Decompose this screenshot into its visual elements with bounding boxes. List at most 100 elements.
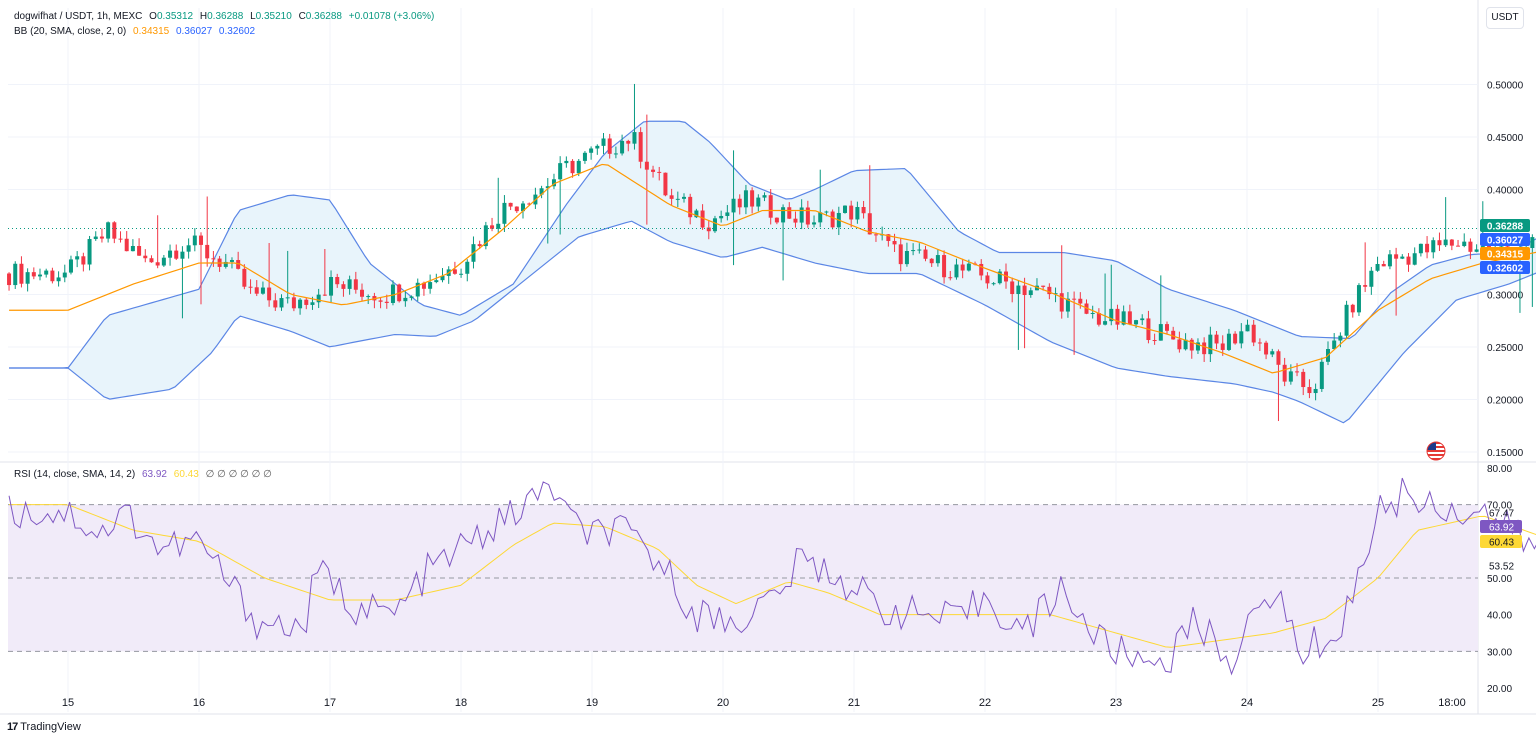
price-label-box <box>1480 247 1530 260</box>
candle-body <box>657 171 662 173</box>
candle-body <box>316 294 321 303</box>
brand-name: TradingView <box>20 721 81 733</box>
candle-body <box>1369 270 1374 287</box>
symbol-title[interactable]: dogwifhat / USDT, 1h, MEXC <box>14 11 143 22</box>
price-label-box <box>1480 219 1530 232</box>
candle-body <box>589 148 594 153</box>
candle-body <box>1028 290 1033 296</box>
candle-body <box>663 172 668 196</box>
candle-body <box>601 138 606 146</box>
rsi-ma-line <box>9 504 1536 648</box>
candle-body <box>335 277 340 285</box>
candle-body <box>248 286 253 288</box>
high-value: 0.36288 <box>207 11 244 22</box>
candle-body <box>570 160 575 174</box>
candle-body <box>942 255 947 278</box>
candle-body <box>706 227 711 232</box>
candle-body <box>1171 330 1176 340</box>
x-tick-label: 23 <box>1110 697 1122 709</box>
x-tick-label: 25 <box>1372 697 1384 709</box>
candle-body <box>130 246 135 252</box>
close-value: 0.36288 <box>305 11 342 22</box>
candle-body <box>991 283 996 285</box>
candle-body <box>267 287 272 301</box>
candle-body <box>180 251 185 259</box>
tradingview-brand[interactable]: 17 TradingView <box>7 721 81 733</box>
candle-body <box>353 279 358 290</box>
candle-body <box>1251 324 1256 343</box>
candle-body <box>19 263 24 284</box>
candle-body <box>1078 298 1083 304</box>
candle-body <box>93 236 98 240</box>
candle-body <box>651 169 656 172</box>
candle-body <box>1053 293 1058 295</box>
candle-body <box>50 270 55 282</box>
candle-body <box>1264 342 1269 355</box>
candle-body <box>898 244 903 265</box>
candle-body <box>223 261 228 267</box>
candle-body <box>428 282 433 289</box>
candle-body <box>1084 303 1089 314</box>
price-label-text: 0.36027 <box>1487 236 1524 247</box>
candle-body <box>725 212 730 216</box>
candle-body <box>1140 318 1145 321</box>
candle-body <box>68 259 73 273</box>
candle-body <box>1065 298 1070 312</box>
candle-body <box>174 250 179 259</box>
candle-body <box>1400 256 1405 259</box>
open-value: 0.35312 <box>156 11 194 22</box>
candle-body <box>1295 371 1300 373</box>
candle-body <box>1381 264 1386 267</box>
rsi-legend[interactable]: RSI (14, close, SMA, 14, 2) 63.92 60.43 … <box>14 469 272 480</box>
candle-body <box>824 211 829 213</box>
candle-body <box>558 163 563 180</box>
candle-body <box>291 297 296 309</box>
candle-body <box>186 245 191 252</box>
open-key: O <box>149 11 157 22</box>
candle-body <box>310 302 315 305</box>
candle-body <box>483 225 488 247</box>
rsi-placeholder-1: ∅ <box>205 469 215 480</box>
candle-body <box>1456 245 1461 247</box>
candle-body <box>1313 388 1318 394</box>
candle-body <box>812 222 817 225</box>
candle-body <box>607 138 612 154</box>
rsi-label-text: 67.47 <box>1489 509 1514 520</box>
candle-body <box>1115 308 1120 325</box>
candle-body <box>1276 351 1281 365</box>
rsi-ma-value: 60.43 <box>173 469 199 480</box>
bb-basis-line <box>9 163 1536 374</box>
bb-legend[interactable]: BB (20, SMA, close, 2, 0) 0.34315 0.3602… <box>14 26 255 37</box>
candle-body <box>644 161 649 170</box>
candle-body <box>1356 285 1361 313</box>
candle-body <box>843 205 848 213</box>
candle-body <box>1375 264 1380 271</box>
x-tick-label: 22 <box>979 697 991 709</box>
candle-body <box>737 198 742 208</box>
candle-body <box>99 236 104 239</box>
candle-body <box>1016 285 1021 295</box>
candle-body <box>1406 256 1411 265</box>
us-flag-icon[interactable] <box>1426 441 1446 461</box>
candle-body <box>452 269 457 274</box>
x-tick-label: 15 <box>62 697 74 709</box>
candle-body <box>1363 285 1368 287</box>
candle-body <box>787 207 792 219</box>
candle-body <box>1041 285 1046 287</box>
candle-body <box>143 255 148 259</box>
candle-body <box>31 272 36 277</box>
candle-body <box>911 250 916 252</box>
rsi-label-text: 63.92 <box>1489 523 1514 534</box>
candle-body <box>384 301 389 303</box>
candle-body <box>1109 308 1114 322</box>
price-tick-label: 0.45000 <box>1487 133 1524 144</box>
candle-body <box>948 277 953 279</box>
candle-body <box>1443 239 1448 246</box>
candle-body <box>440 275 445 281</box>
x-tick-label: 24 <box>1241 697 1253 709</box>
candle-body <box>960 264 965 271</box>
currency-button[interactable]: USDT <box>1486 7 1524 29</box>
candle-body <box>403 297 408 302</box>
